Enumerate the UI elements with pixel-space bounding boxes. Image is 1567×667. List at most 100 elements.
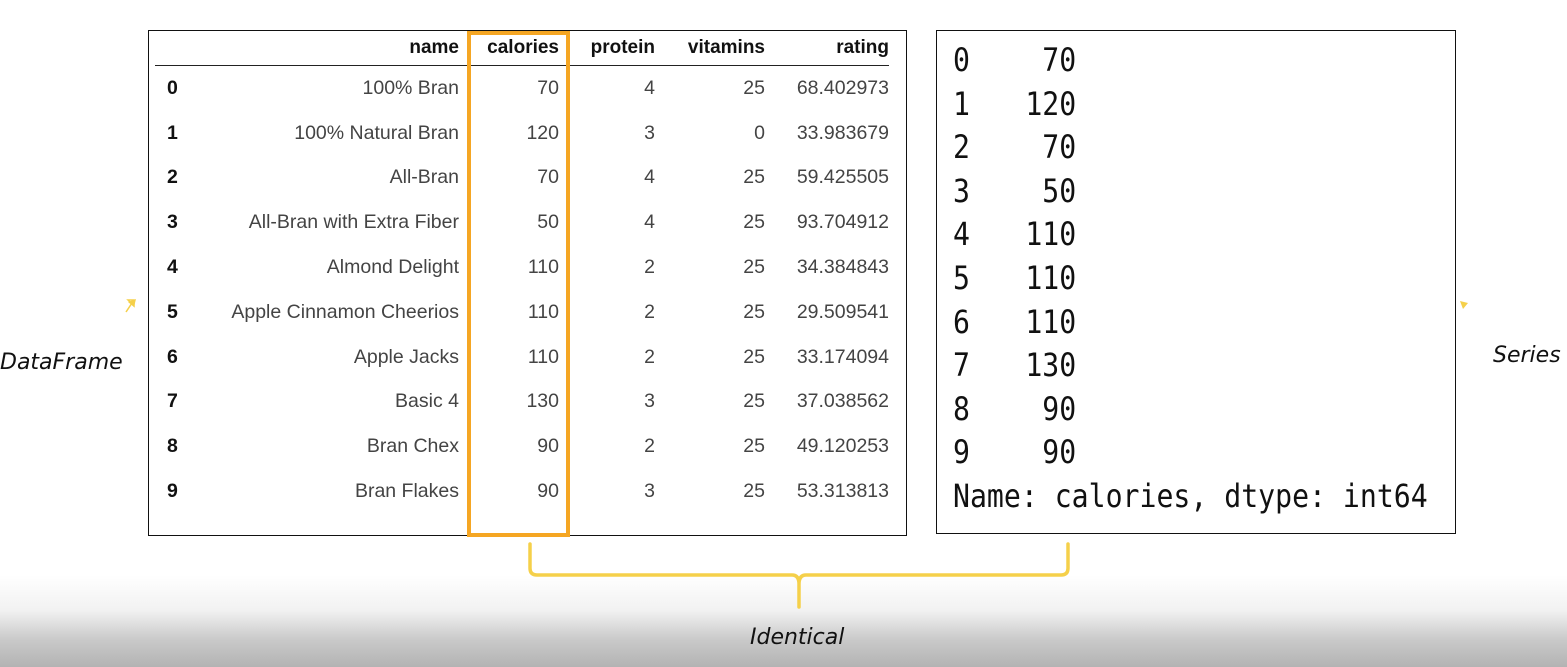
column-header-name: name — [201, 31, 459, 66]
dataframe-arrowhead-icon — [128, 299, 136, 307]
cell-rating: 33.983679 — [796, 121, 889, 144]
series-arrowhead-icon — [1460, 301, 1468, 309]
identical-label: Identical — [750, 625, 845, 650]
series-footer: Name: calories, dtype: int64 — [953, 477, 1428, 515]
cell-name: Almond Delight — [326, 256, 459, 279]
row-index: 0 — [167, 76, 178, 99]
column-header-rating: rating — [765, 31, 889, 66]
cell-protein: 3 — [644, 121, 655, 144]
series-value: 120 — [1025, 84, 1077, 123]
cell-name: Bran Chex — [366, 435, 459, 458]
cell-calories: 120 — [526, 121, 559, 144]
cell-protein: 2 — [644, 256, 655, 279]
table-row: 3 All-Bran with Extra Fiber 50 4 25 93.704912 — [155, 200, 889, 245]
table-row: 7 Basic 4 130 3 25 37.038562 — [155, 380, 889, 425]
table-row: 2 All-Bran 70 4 25 59.425505 — [155, 156, 889, 201]
row-index: 9 — [167, 480, 178, 503]
calories-column-highlight — [467, 31, 570, 537]
cell-calories: 50 — [537, 211, 559, 234]
identical-brace — [528, 542, 1070, 609]
row-index: 5 — [167, 300, 178, 323]
cell-rating: 49.120253 — [796, 435, 889, 458]
cell-rating: 59.425505 — [796, 166, 889, 189]
series-item: 2 70 — [953, 127, 1076, 167]
cell-vitamins: 25 — [743, 390, 765, 413]
series-index: 5 — [953, 259, 970, 297]
row-index: 6 — [167, 345, 178, 368]
cell-name: All-Bran — [389, 166, 459, 189]
cell-vitamins: 25 — [743, 166, 765, 189]
table-row: 0 100% Bran 70 4 25 68.402973 — [155, 66, 889, 111]
series-index: 9 — [953, 433, 970, 472]
cell-rating: 37.038562 — [796, 390, 889, 413]
row-index: 4 — [167, 256, 178, 279]
series-index: 3 — [953, 171, 970, 210]
series-item: 5 110 — [953, 258, 1076, 298]
table-row: 1 100% Natural Bran 120 3 0 33.983679 — [155, 111, 889, 156]
cell-calories: 110 — [527, 345, 559, 368]
cell-rating: 33.174094 — [796, 345, 889, 368]
cell-protein: 4 — [644, 211, 655, 234]
cell-vitamins: 25 — [743, 300, 765, 323]
cell-name: Apple Jacks — [353, 345, 459, 368]
series-panel: 0 70 1 120 2 70 3 50 4 110 5 110 6 110 7 130 8 90 9 90 Name:… — [936, 30, 1456, 534]
table-row: 9 Bran Flakes 90 3 25 53.313813 — [155, 469, 889, 514]
table-row: 5 Apple Cinnamon Cheerios 110 2 25 29.509541 — [155, 290, 889, 335]
cell-vitamins: 25 — [743, 480, 765, 503]
cell-calories: 70 — [537, 166, 559, 189]
series-value: 90 — [1042, 389, 1077, 428]
cell-name: Basic 4 — [395, 390, 459, 413]
series-item: 8 90 — [953, 389, 1076, 429]
cell-vitamins: 25 — [743, 76, 765, 99]
column-header-protein: protein — [559, 31, 655, 66]
cell-protein: 4 — [644, 76, 655, 99]
cell-name: 100% Natural Bran — [294, 121, 459, 144]
cell-vitamins: 25 — [743, 345, 765, 368]
cell-calories: 110 — [527, 256, 559, 279]
series-item: 1 120 — [953, 84, 1076, 124]
cell-protein: 2 — [644, 300, 655, 323]
series-index: 7 — [953, 346, 970, 385]
cell-vitamins: 25 — [743, 256, 765, 279]
column-header-vitamins: vitamins — [655, 31, 765, 66]
row-index: 2 — [167, 166, 178, 189]
cell-rating: 29.509541 — [796, 300, 889, 323]
series-value: 110 — [1025, 302, 1077, 341]
series-item: 4 110 — [953, 214, 1076, 254]
cell-rating: 68.402973 — [796, 76, 889, 99]
cell-calories: 70 — [537, 76, 559, 99]
series-index: 0 — [953, 41, 970, 79]
cell-protein: 2 — [644, 435, 655, 458]
row-index: 8 — [167, 435, 178, 458]
index-header — [155, 31, 201, 66]
series-index: 6 — [953, 302, 970, 341]
series-label: Series — [1493, 343, 1561, 368]
series-index: 1 — [953, 84, 970, 123]
series-value: 110 — [1025, 215, 1077, 254]
series-value: 90 — [1042, 433, 1077, 472]
cell-protein: 3 — [644, 480, 655, 503]
cell-vitamins: 25 — [743, 435, 765, 458]
table-row: 6 Apple Jacks 110 2 25 33.174094 — [155, 335, 889, 380]
column-header-calories: calories — [459, 31, 559, 66]
series-value: 70 — [1042, 41, 1077, 79]
cell-calories: 130 — [526, 390, 559, 413]
cell-calories: 90 — [537, 480, 559, 503]
row-index: 1 — [167, 121, 178, 144]
series-index: 8 — [953, 389, 970, 428]
series-item: 7 130 — [953, 345, 1076, 385]
cell-rating: 93.704912 — [796, 211, 889, 234]
cell-protein: 2 — [644, 345, 655, 368]
cell-vitamins: 25 — [743, 211, 765, 234]
table-row: 8 Bran Chex 90 2 25 49.120253 — [155, 424, 889, 469]
cell-name: All-Bran with Extra Fiber — [248, 211, 459, 234]
cell-vitamins: 0 — [754, 121, 765, 144]
table-header-row: name calories protein vitamins rating — [155, 31, 889, 66]
series-item: 3 50 — [953, 171, 1076, 211]
cell-name: Apple Cinnamon Cheerios — [231, 300, 459, 323]
series-index: 2 — [953, 128, 970, 167]
series-value: 70 — [1042, 128, 1077, 167]
cell-calories: 90 — [537, 435, 559, 458]
